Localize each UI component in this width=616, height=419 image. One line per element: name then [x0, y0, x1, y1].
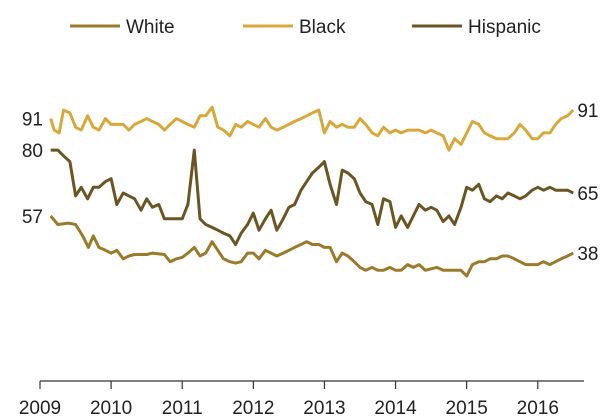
- x-tick-label-2009: 2009: [19, 398, 61, 419]
- legend-label-black: Black: [299, 17, 346, 38]
- end-label-hispanic: 65: [577, 184, 598, 205]
- x-tick-label-2015: 2015: [446, 398, 488, 419]
- x-tick-label-2016: 2016: [517, 398, 559, 419]
- series-layer: [49, 105, 575, 278]
- end-label-black: 91: [577, 101, 598, 122]
- legend-label-hispanic: Hispanic: [468, 17, 541, 38]
- start-label-black: 91: [22, 110, 43, 131]
- x-tick-label-2012: 2012: [232, 398, 274, 419]
- series-line-hispanic: [50, 148, 574, 246]
- start-label-hispanic: 80: [22, 141, 43, 162]
- end-labels: 57 38 91 91 80 65: [22, 101, 599, 265]
- x-tick-label-2011: 2011: [162, 398, 203, 419]
- end-label-white: 38: [577, 244, 598, 265]
- x-tick-label-2013: 2013: [303, 398, 345, 419]
- legend-label-white: White: [126, 17, 175, 38]
- x-axis: 2009 2010 2011 2012 2013 2014 2015 2016: [19, 380, 584, 419]
- start-label-white: 57: [22, 207, 43, 228]
- legend: White Black Hispanic: [70, 17, 541, 38]
- x-tick-label-2014: 2014: [374, 398, 417, 419]
- series-line-black: [49, 105, 575, 152]
- x-tick-label-2010: 2010: [90, 398, 132, 419]
- series-line-white: [49, 214, 574, 278]
